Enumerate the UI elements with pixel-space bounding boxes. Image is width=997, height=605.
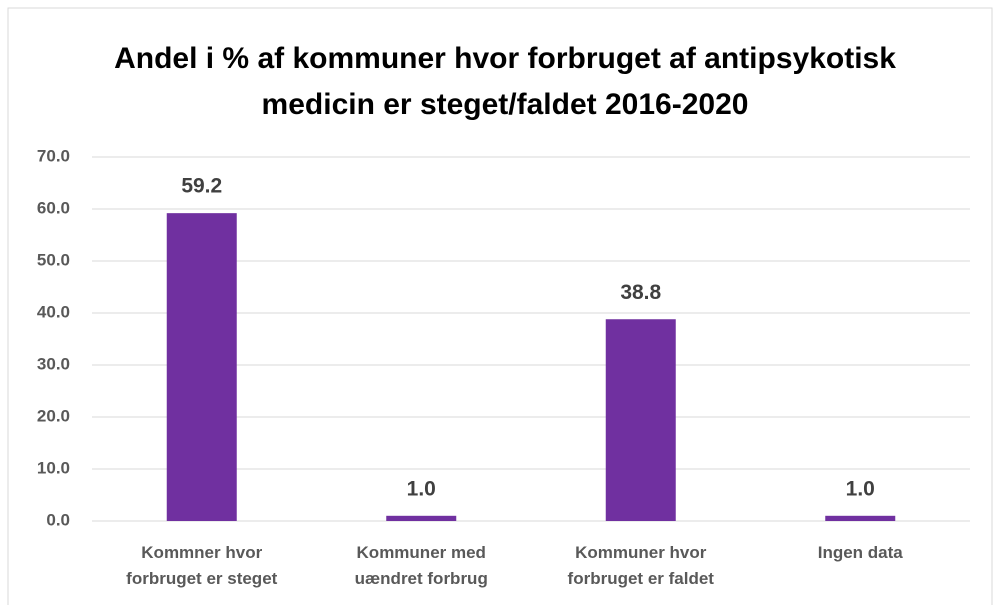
data-label: 1.0 bbox=[846, 477, 875, 500]
y-tick-label: 50.0 bbox=[37, 250, 70, 269]
x-tick-label: Ingen data bbox=[817, 543, 903, 562]
y-tick-label: 30.0 bbox=[37, 354, 70, 373]
y-tick-label: 20.0 bbox=[37, 406, 70, 425]
x-tick-label: Kommuner hvor forbruget er faldet bbox=[567, 543, 714, 588]
x-tick-label: Kommner hvor forbruget er steget bbox=[126, 543, 278, 588]
y-tick-label: 60.0 bbox=[37, 198, 70, 217]
chart-title: Andel i % af kommuner hvor forbruget af … bbox=[114, 42, 896, 121]
data-label: 59.2 bbox=[181, 175, 222, 198]
y-tick-label: 0.0 bbox=[46, 510, 70, 529]
bar bbox=[825, 515, 896, 521]
bar bbox=[605, 319, 676, 521]
chart-border bbox=[7, 7, 993, 605]
x-tick-label: Kommuner med uændret forbrug bbox=[354, 543, 488, 588]
y-tick-label: 70.0 bbox=[37, 146, 70, 165]
y-tick-label: 40.0 bbox=[37, 302, 70, 321]
bar bbox=[166, 213, 237, 521]
y-tick-label: 10.0 bbox=[37, 458, 70, 477]
bar bbox=[386, 515, 457, 521]
data-label: 1.0 bbox=[407, 477, 436, 500]
data-label: 38.8 bbox=[620, 281, 661, 304]
